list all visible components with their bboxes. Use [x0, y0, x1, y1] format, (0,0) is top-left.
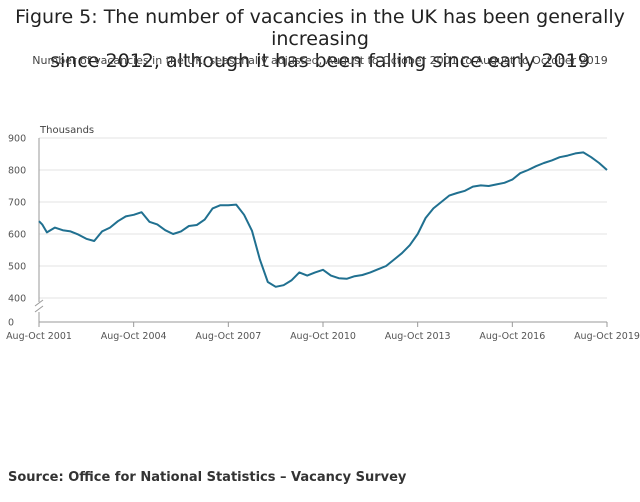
- x-tick-label: Aug-Oct 2004: [101, 331, 167, 342]
- x-tick-label: Aug-Oct 2007: [195, 331, 261, 342]
- source-note: Source: Office for National Statistics –…: [8, 470, 407, 485]
- y-tick-label: 700: [8, 198, 26, 209]
- y-tick-label: 900: [8, 134, 26, 145]
- chart-title-line-1: Figure 5: The number of vacancies in the…: [15, 6, 625, 50]
- y-axis-unit-label: Thousands: [39, 125, 94, 136]
- vacancies-line-chart: 900 800 700 600 500 400 0 Thousands Aug-Oct 2001…: [6, 125, 640, 342]
- x-tick-label: Aug-Oct 2010: [290, 331, 356, 342]
- y-tick-label: 600: [8, 230, 26, 241]
- y-tick-label: 0: [8, 318, 14, 329]
- y-tick-label: 500: [8, 262, 26, 273]
- y-tick-label: 400: [8, 294, 26, 305]
- x-tick-label: Aug-Oct 2013: [385, 331, 451, 342]
- y-tick-label: 800: [8, 166, 26, 177]
- x-tick-label: Aug-Oct 2016: [479, 331, 545, 342]
- axis-break-mark: [34, 299, 44, 307]
- vacancies-series-line: [38, 151, 608, 288]
- x-tick-label: Aug-Oct 2001: [6, 331, 72, 342]
- chart-title: Figure 5: The number of vacancies in the…: [0, 6, 640, 72]
- chart-subtitle: Number of vacancies in the UK, seasonall…: [32, 54, 608, 67]
- axis-break-mark: [34, 305, 44, 313]
- x-tick-label: Aug-Oct 2019: [574, 331, 640, 342]
- chart-title-line-2: since 2012, although it has been falling…: [50, 50, 590, 72]
